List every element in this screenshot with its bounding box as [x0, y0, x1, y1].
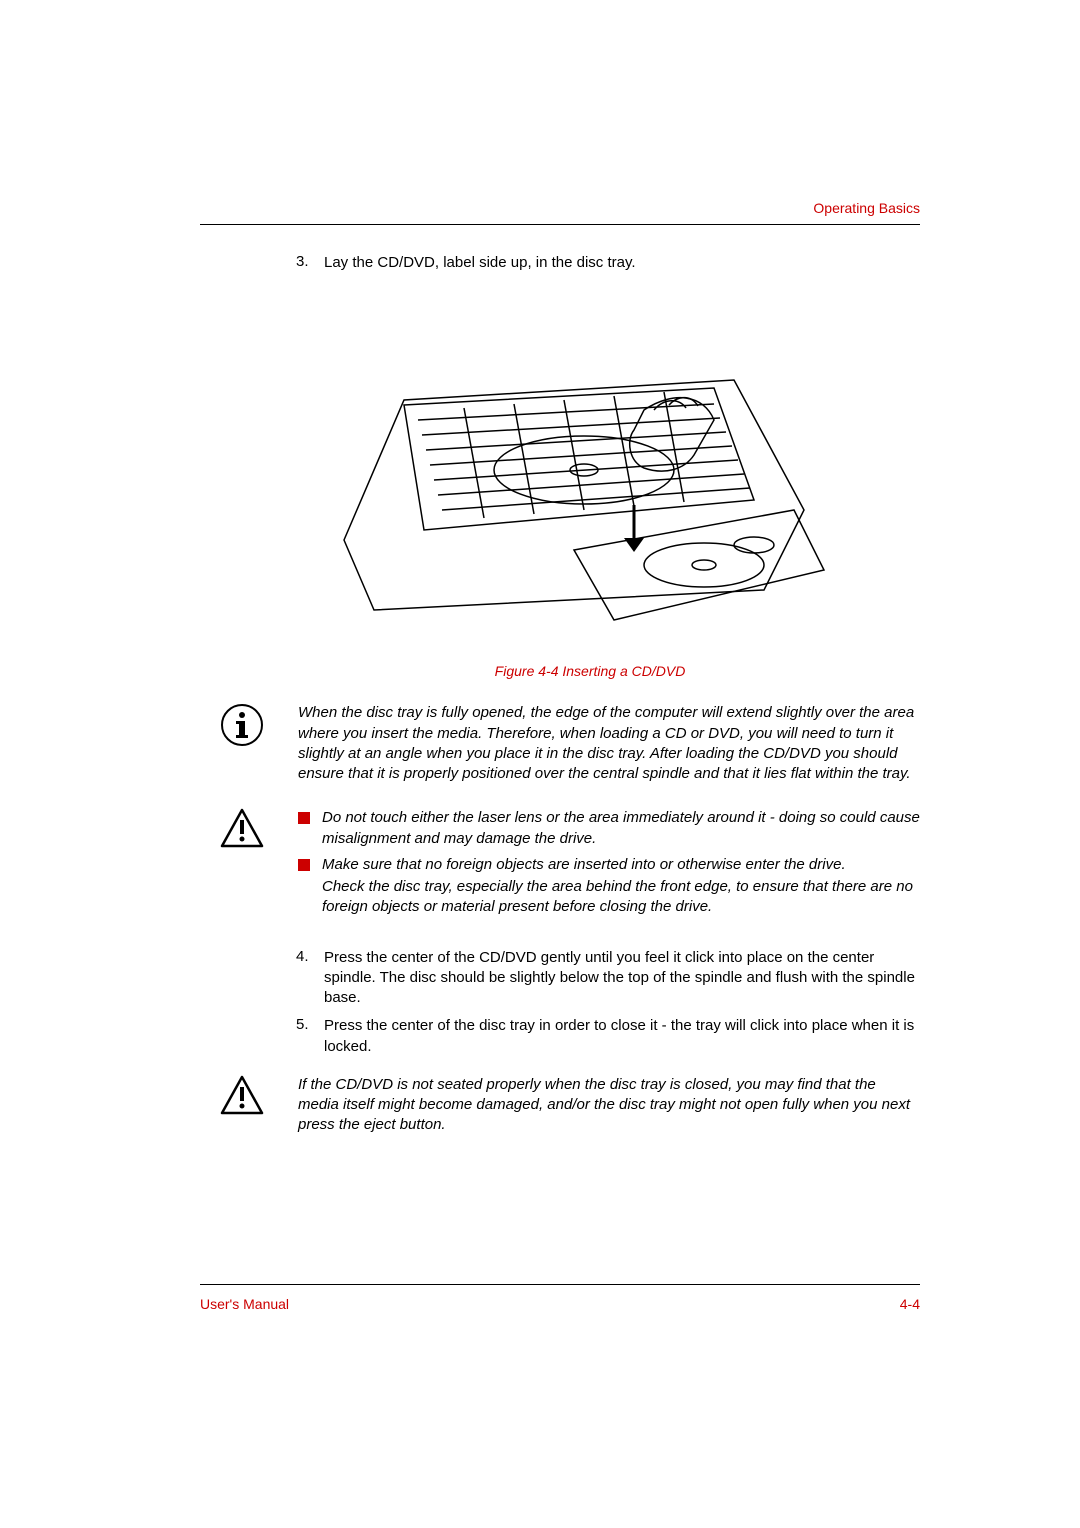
- warning-icon: [220, 1075, 268, 1115]
- warning-text: Make sure that no foreign objects are in…: [322, 855, 920, 875]
- header-section-label: Operating Basics: [200, 200, 920, 224]
- footer-right: 4-4: [900, 1296, 920, 1312]
- warning-note: Do not touch either the laser lens or th…: [200, 808, 920, 923]
- step-number: 4.: [296, 948, 324, 1009]
- steps-continued: 4. Press the center of the CD/DVD gently…: [200, 948, 920, 1057]
- page-content: Operating Basics 3. Lay the CD/DVD, labe…: [200, 200, 920, 1160]
- figure-illustration: [324, 285, 844, 655]
- header-rule: [200, 224, 920, 225]
- info-note-text: When the disc tray is fully opened, the …: [298, 703, 920, 784]
- warning-body: Do not touch either the laser lens or th…: [298, 808, 920, 923]
- step-text: Lay the CD/DVD, label side up, in the di…: [324, 253, 636, 273]
- info-note: When the disc tray is fully opened, the …: [200, 703, 920, 784]
- step-text: Press the center of the disc tray in ord…: [324, 1016, 920, 1057]
- info-icon: [220, 703, 268, 747]
- warning-item: Make sure that no foreign objects are in…: [298, 855, 920, 918]
- page-footer: User's Manual 4-4: [200, 1296, 920, 1312]
- warning-icon: [220, 808, 268, 848]
- step-text: Press the center of the CD/DVD gently un…: [324, 948, 920, 1009]
- warning-item: Do not touch either the laser lens or th…: [298, 808, 920, 849]
- step-row: 3. Lay the CD/DVD, label side up, in the…: [296, 253, 920, 273]
- warning-text: Do not touch either the laser lens or th…: [322, 808, 920, 849]
- step-number: 5.: [296, 1016, 324, 1057]
- step-row: 5. Press the center of the disc tray in …: [296, 1016, 920, 1057]
- figure-caption: Figure 4-4 Inserting a CD/DVD: [260, 663, 920, 679]
- bullet-icon: [298, 859, 310, 871]
- step-number: 3.: [296, 253, 324, 273]
- bullet-icon: [298, 812, 310, 824]
- step-row: 4. Press the center of the CD/DVD gently…: [296, 948, 920, 1009]
- warning-subtext: Check the disc tray, especially the area…: [322, 877, 920, 918]
- footer-rule: [200, 1284, 920, 1285]
- warning-note: If the CD/DVD is not seated properly whe…: [200, 1075, 920, 1136]
- footer-left: User's Manual: [200, 1296, 289, 1312]
- warning-text: If the CD/DVD is not seated properly whe…: [298, 1075, 920, 1136]
- cd-insert-illustration: [334, 290, 834, 650]
